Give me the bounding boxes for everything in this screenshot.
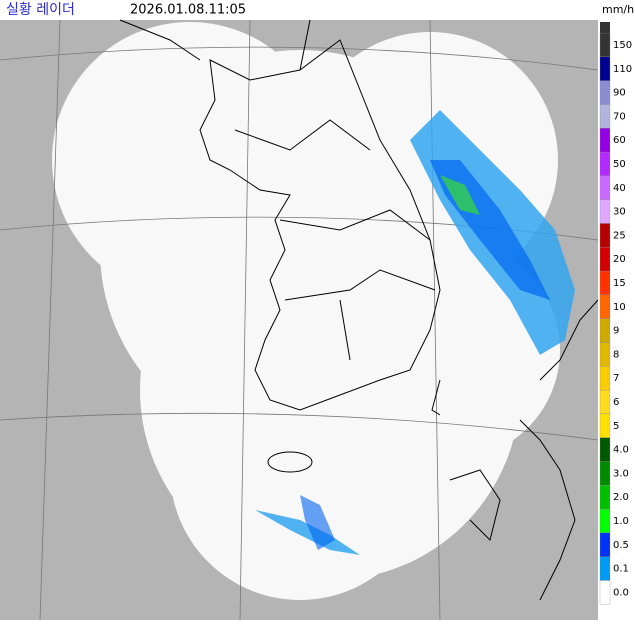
legend-label: 2.0: [613, 492, 629, 503]
header-bar: [0, 0, 635, 20]
legend-swatch: [599, 461, 611, 486]
legend-swatch: [599, 270, 611, 296]
legend-label: 0.1: [613, 564, 629, 575]
legend-label: 40: [613, 183, 626, 194]
legend-label: 25: [613, 230, 626, 241]
legend-label: 150: [613, 40, 632, 51]
legend-label: 70: [613, 111, 626, 122]
legend-label: 8: [613, 349, 619, 360]
legend-label: 60: [613, 135, 626, 146]
legend-label: 30: [613, 207, 626, 218]
legend-label: 4.0: [613, 445, 629, 456]
legend-swatch: [599, 580, 611, 605]
legend-label: 15: [613, 278, 626, 289]
legend-label: 5: [613, 421, 619, 432]
legend-label: 6: [613, 397, 619, 408]
title: 실황 레이더: [6, 2, 75, 18]
legend-label: 50: [613, 159, 626, 170]
legend-swatch: [599, 56, 611, 81]
legend-swatch: [599, 32, 611, 58]
legend-swatch: [599, 413, 611, 438]
coastline: [119, 19, 599, 601]
legend-label: 110: [613, 64, 632, 75]
legend-label: 0.0: [613, 587, 629, 598]
legend-swatch: [599, 175, 611, 200]
legend-swatch: [599, 318, 611, 343]
legend-label: 7: [613, 373, 619, 384]
legend-label: 10: [613, 302, 626, 313]
legend-label: 90: [613, 88, 626, 99]
legend-swatch: [599, 342, 611, 367]
unit: mm/h: [602, 3, 634, 16]
legend-swatch: [599, 437, 611, 462]
legend-swatch: [599, 104, 611, 129]
legend-swatch: [599, 223, 611, 248]
legend-swatch: [599, 508, 611, 534]
legend-swatch: [599, 80, 611, 105]
legend-swatch: [599, 532, 611, 557]
legend-swatch: [599, 485, 611, 510]
legend-swatch: [599, 556, 611, 581]
legend-swatch: [599, 247, 611, 272]
legend-swatch: [599, 151, 611, 177]
rain-echo: [255, 110, 575, 555]
legend-label: 9: [613, 326, 619, 337]
legend-swatch: [599, 389, 611, 415]
map: [0, 19, 599, 621]
legend-top-swatch: [600, 22, 610, 34]
legend-swatch: [599, 294, 611, 319]
timestamp: 2026.01.08.11:05: [130, 3, 246, 18]
legend: 150 110 90 70 60 50 40 30 25 20 15 10 9 8 7 6 5 4.0 3.0 2.0…: [598, 20, 635, 620]
legend-label: 1.0: [613, 516, 629, 527]
legend-label: 3.0: [613, 468, 629, 479]
legend-label: 20: [613, 254, 626, 265]
radar-coverage: [52, 22, 560, 600]
legend-swatch: [599, 128, 611, 153]
legend-swatch: [599, 366, 611, 391]
legend-label: 0.5: [613, 540, 629, 551]
legend-swatch: [599, 199, 611, 224]
